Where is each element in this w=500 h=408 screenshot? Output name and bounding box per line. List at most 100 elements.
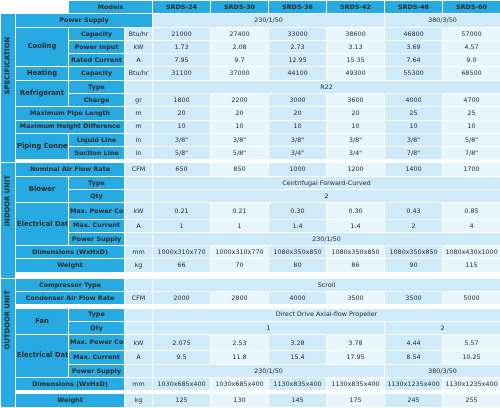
- cell: 0.43: [384, 202, 443, 220]
- unit: in: [124, 132, 153, 148]
- cell: 2: [384, 218, 443, 233]
- cell: 10.25: [442, 350, 500, 365]
- cell: 8.54: [384, 350, 443, 365]
- cell: 5/8": [442, 132, 500, 148]
- model-name: SRDS-24: [152, 0, 211, 15]
- row-label: Max. Current: [68, 350, 125, 365]
- unit: kg: [124, 258, 153, 273]
- cell: 255: [442, 393, 500, 408]
- refrigerant-label: Refrigerant: [15, 79, 69, 108]
- row-label: Max. Current: [68, 218, 125, 233]
- cell: 3/4": [268, 146, 327, 161]
- indoor-power-supply-value: 230/1/50: [152, 231, 500, 247]
- unit: mm: [124, 245, 153, 260]
- cell: 20: [326, 106, 385, 121]
- cell: 7.64: [384, 53, 443, 68]
- table-row: Qty 2: [1, 188, 500, 204]
- cell: 86: [326, 258, 385, 273]
- cell: 3500: [384, 291, 443, 306]
- cell: 4000: [268, 291, 327, 306]
- cell: 4.57: [442, 39, 500, 55]
- cell: 25: [384, 106, 443, 121]
- cell: 1400: [384, 162, 443, 177]
- blower-type-value: Centrifugal Forward-Curved: [152, 175, 500, 191]
- cell: 15.35: [326, 53, 385, 68]
- cell: 80: [268, 258, 327, 273]
- cell: 1080x350x850: [268, 245, 327, 260]
- row-label: Dimensions (WxHxD): [15, 245, 125, 260]
- unit: gr: [124, 92, 153, 108]
- power-supply-value: 230/1/50: [152, 13, 385, 28]
- cell: 10: [442, 119, 500, 134]
- outdoor-electrical-label: Electrical Data: [15, 334, 69, 378]
- fan-qty-value: 1: [152, 320, 385, 336]
- model-name: SRDS-42: [326, 0, 385, 15]
- unit: A: [124, 218, 153, 233]
- cell: 7/8": [384, 146, 443, 161]
- cell: 1.73: [152, 39, 211, 55]
- table-row: Cooling Capacity Btu/hr 21000 27400 3300…: [1, 26, 500, 68]
- cell: 17.95: [326, 350, 385, 365]
- unit: Btu/hr: [124, 26, 153, 41]
- cell: 3000: [268, 92, 327, 108]
- table-row: Power Input kW 1.73 2.08 2.73 3.13 3.69 …: [1, 39, 500, 55]
- row-label: Power Input: [68, 39, 125, 55]
- cell: 2200: [210, 92, 269, 108]
- cell: 7.95: [152, 53, 211, 68]
- row-label: Max. Power Consumption: [68, 334, 125, 352]
- compressor-type-value: Scroll: [152, 277, 500, 293]
- cell: 3600: [326, 92, 385, 108]
- cell: 1000: [268, 162, 327, 177]
- table-row: Weight kg 66 70 80 86 90 115: [1, 258, 500, 273]
- cell: 850: [210, 162, 269, 177]
- table-row: Suction Line in 5/8" 5/8" 3/4" 3/4" 7/8"…: [1, 146, 500, 161]
- cell: 1080x430x1000: [442, 245, 500, 260]
- cell: 2.73: [268, 39, 327, 55]
- cell: 33000: [268, 26, 327, 41]
- unit: CFM: [124, 291, 153, 306]
- fan-type-value: Direct Drive Axial-flow Propeller: [152, 307, 500, 322]
- section-specification: SPECIFICATION: [0, 13, 16, 164]
- cell: 4700: [442, 92, 500, 108]
- unit: mm: [124, 376, 153, 392]
- cell: 3.78: [326, 334, 385, 352]
- unit: A: [124, 53, 153, 68]
- row-label: Qty: [68, 188, 125, 204]
- cell: 49300: [326, 66, 385, 81]
- cell: 46800: [384, 26, 443, 41]
- table-row: Power Supply 230/1/50: [1, 231, 500, 247]
- cell: 10: [268, 119, 327, 134]
- cell: 3/8": [152, 132, 211, 148]
- row-label: Suction Line: [68, 146, 125, 161]
- cell: 1.4: [326, 218, 385, 233]
- cell: 9.5: [152, 350, 211, 365]
- cell: 68500: [442, 66, 500, 81]
- unit: Btu/hr: [124, 66, 153, 81]
- piping-label: Piping Connections: [15, 132, 69, 161]
- table-row: Electrical Data Max. Power Consumption k…: [1, 202, 500, 247]
- table-row: Dimensions (WxHxD) mm 1000x310x770 1000x…: [1, 245, 500, 260]
- unit: CFM: [124, 162, 153, 177]
- cell: 12.95: [268, 53, 327, 68]
- unit: kW: [124, 202, 153, 220]
- cell: 9.0: [442, 53, 500, 68]
- header-row: Models SRDS-24 SRDS-30 SRDS-36 SRDS-42 S…: [0, 0, 500, 15]
- row-label: Nominal Air Flow Rate: [15, 162, 125, 177]
- cell: 3.69: [384, 39, 443, 55]
- table-row: Dimensions (WxHxD) mm 1030x685x400 1030x…: [1, 376, 500, 392]
- table-row: SPECIFICATION Power Supply 230/1/50 380/…: [0, 13, 500, 164]
- cell: 1130x835x400: [268, 376, 327, 392]
- cell: 0.30: [326, 202, 385, 220]
- cell: 650: [152, 162, 211, 177]
- cell: 0.30: [268, 202, 327, 220]
- indoor-electrical-label: Electrical Data: [15, 202, 69, 247]
- cell: 1: [210, 218, 269, 233]
- cell: 1080x350x850: [326, 245, 385, 260]
- table-row: Maximum Pipe Length m 20 20 20 20 25 25: [1, 106, 500, 121]
- cell: 1: [152, 218, 211, 233]
- cell: 1.4: [268, 218, 327, 233]
- row-label: Compressor Type: [15, 277, 125, 293]
- model-name: SRDS-30: [210, 0, 269, 15]
- cell: 1130x1235x400: [384, 376, 443, 392]
- cell: 37000: [210, 66, 269, 81]
